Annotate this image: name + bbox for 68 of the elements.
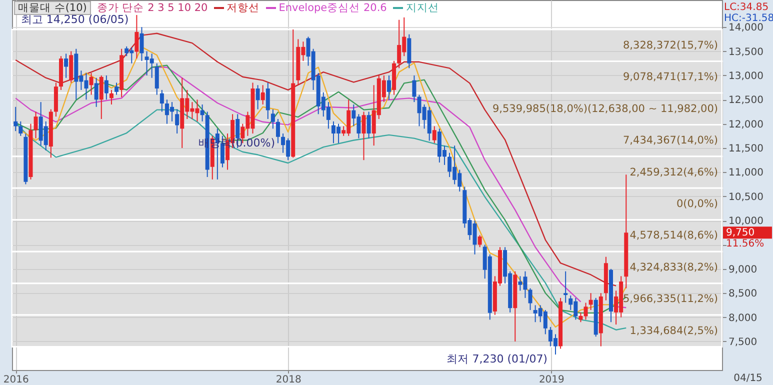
band-label: 8,328,372(15,7%) — [623, 39, 718, 52]
text: LC:34.85 — [724, 2, 769, 13]
candlestick — [99, 74, 104, 120]
y-tick-label: 13,000 — [728, 70, 764, 82]
band-label: 0(0,0%) — [676, 198, 718, 210]
y-tick-label: 8,000 — [728, 312, 758, 324]
candlestick — [270, 108, 275, 130]
candlestick — [140, 26, 144, 62]
y-tick-label: 11,500 — [728, 144, 764, 154]
text: 11.56% — [726, 238, 764, 250]
x-tick-label: 2016 — [3, 374, 29, 385]
candlestick — [154, 62, 159, 96]
candlestick — [564, 270, 568, 304]
band-label: 9,539,985(18,0%)(12,638,00 ~ 11,982,00) — [492, 102, 718, 115]
y-tick-label: 7,500 — [728, 336, 758, 348]
band-label: 5,966,335(11,2%) — [623, 293, 718, 306]
band-label: 4,578,514(8,6%) — [630, 230, 718, 242]
band-label: 1,334,684(2,5%) — [630, 324, 718, 337]
candlestick — [478, 234, 482, 248]
candlestick — [362, 111, 366, 161]
annotation: 매물대 수(10) — [14, 1, 91, 15]
y-tick-label: 8,500 — [728, 288, 758, 300]
band-label: 7,434,367(14,0%) — [623, 134, 718, 147]
x-tick-label: 2019 — [538, 374, 564, 385]
legend-label: 지지선 — [406, 2, 439, 14]
annotation: 최고 14,250 (06/05) — [20, 12, 129, 26]
candlestick — [94, 77, 98, 108]
y-tick-label: 10,500 — [728, 192, 764, 203]
y-tick-label: 10,000 — [728, 216, 764, 228]
candlestick — [588, 292, 593, 311]
candlestick — [134, 14, 139, 60]
y-tick-label: 11,000 — [728, 168, 764, 179]
x-tick-label: 2018 — [276, 374, 302, 385]
candlestick — [366, 111, 371, 139]
candlestick — [89, 72, 94, 96]
y-tick-label: 12,000 — [728, 119, 764, 130]
candlestick — [34, 111, 38, 139]
candlestick — [18, 120, 23, 136]
candlestick — [109, 89, 114, 105]
candlestick — [256, 84, 260, 110]
annotation: 최저 7,230 (01/07) — [446, 352, 548, 366]
legend-label: Envelope중심선 20.6 — [278, 2, 387, 14]
y-tick-label: 14,000 — [728, 22, 764, 34]
legend-title: 종가 단순 2 3 5 10 20 — [96, 2, 208, 14]
candlestick — [266, 82, 270, 120]
candlestick — [386, 74, 391, 100]
candlestick — [412, 74, 416, 103]
candlestick — [200, 104, 204, 122]
candlestick — [14, 106, 18, 132]
text: HC:-31.58 — [724, 13, 773, 24]
candlestick — [64, 53, 68, 78]
text: 9,750 — [726, 228, 755, 239]
y-tick-label: 13,500 — [728, 46, 764, 58]
candlestick — [114, 82, 119, 96]
candlestick — [160, 89, 164, 112]
band-label: 2,459,312(4,6%) — [630, 166, 718, 178]
y-tick-label: 12,500 — [728, 95, 764, 106]
candlestick — [276, 118, 280, 144]
legend-label: 저항선 — [226, 2, 260, 14]
candlestick — [528, 288, 532, 311]
candlestick — [432, 126, 436, 144]
band-label: 9,078,471(17,1%) — [623, 71, 718, 84]
text: 04/15 — [734, 373, 762, 384]
candlestick — [260, 84, 265, 105]
candlestick — [175, 108, 180, 134]
candlestick — [104, 74, 108, 100]
band-label: 4,324,833(8,2%) — [630, 261, 718, 274]
y-tick-label: 9,000 — [728, 264, 758, 276]
